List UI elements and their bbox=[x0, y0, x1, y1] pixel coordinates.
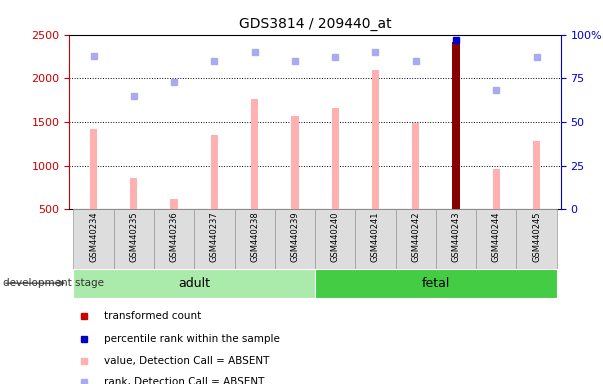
Text: GSM440235: GSM440235 bbox=[129, 211, 138, 262]
Text: development stage: development stage bbox=[3, 278, 104, 288]
Bar bbox=[113, 209, 154, 269]
Text: GSM440242: GSM440242 bbox=[411, 211, 420, 262]
Title: GDS3814 / 209440_at: GDS3814 / 209440_at bbox=[239, 17, 391, 31]
Text: GSM440238: GSM440238 bbox=[250, 211, 259, 262]
Text: fetal: fetal bbox=[421, 277, 450, 290]
Bar bbox=[235, 209, 275, 269]
Bar bbox=[171, 199, 178, 209]
Bar bbox=[315, 269, 557, 298]
Text: GSM440237: GSM440237 bbox=[210, 211, 219, 262]
Bar bbox=[396, 209, 436, 269]
Text: GSM440243: GSM440243 bbox=[452, 211, 461, 262]
Bar bbox=[476, 209, 517, 269]
Bar bbox=[315, 209, 355, 269]
Text: GSM440245: GSM440245 bbox=[532, 211, 541, 262]
Bar bbox=[74, 269, 315, 298]
Bar bbox=[210, 135, 218, 209]
Text: GSM440239: GSM440239 bbox=[291, 211, 300, 262]
Text: GSM440244: GSM440244 bbox=[492, 211, 501, 262]
Text: adult: adult bbox=[178, 277, 210, 290]
Bar bbox=[452, 41, 459, 209]
Text: GSM440241: GSM440241 bbox=[371, 211, 380, 262]
Bar bbox=[154, 209, 194, 269]
Text: GSM440234: GSM440234 bbox=[89, 211, 98, 262]
Bar bbox=[533, 141, 540, 209]
Bar bbox=[275, 209, 315, 269]
Bar bbox=[517, 209, 557, 269]
Bar bbox=[251, 99, 258, 209]
Text: GSM440240: GSM440240 bbox=[330, 211, 339, 262]
Bar bbox=[74, 209, 113, 269]
Bar bbox=[436, 209, 476, 269]
Bar bbox=[412, 123, 420, 209]
Text: value, Detection Call = ABSENT: value, Detection Call = ABSENT bbox=[104, 356, 269, 366]
Bar bbox=[130, 178, 137, 209]
Text: transformed count: transformed count bbox=[104, 311, 201, 321]
Text: rank, Detection Call = ABSENT: rank, Detection Call = ABSENT bbox=[104, 377, 264, 384]
Bar bbox=[372, 70, 379, 209]
Text: percentile rank within the sample: percentile rank within the sample bbox=[104, 334, 280, 344]
Bar bbox=[332, 108, 339, 209]
Bar bbox=[355, 209, 396, 269]
Bar bbox=[493, 169, 500, 209]
Bar bbox=[291, 116, 298, 209]
Bar bbox=[194, 209, 235, 269]
Bar bbox=[90, 129, 97, 209]
Text: GSM440236: GSM440236 bbox=[169, 211, 178, 262]
